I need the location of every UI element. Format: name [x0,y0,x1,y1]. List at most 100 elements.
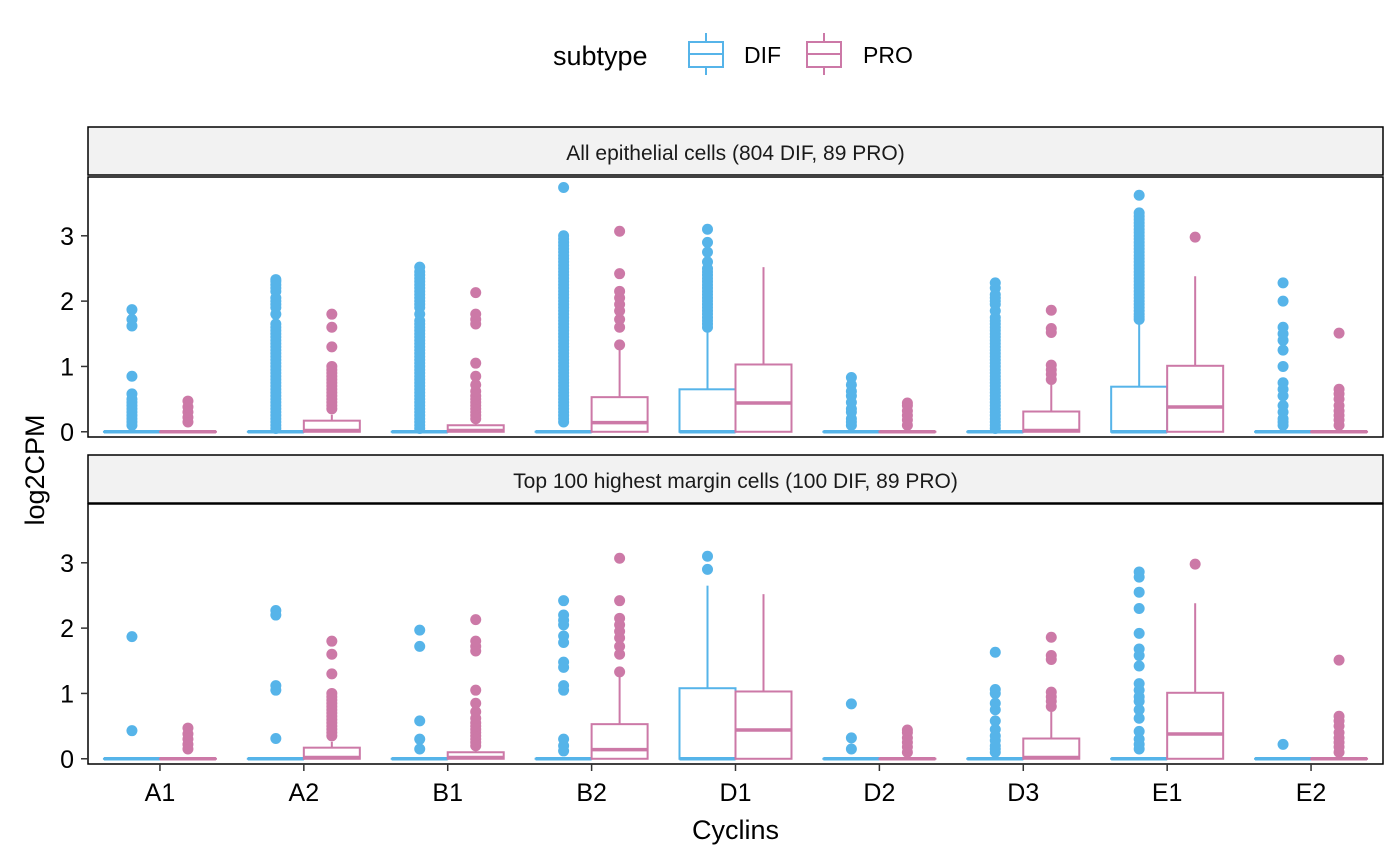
outlier-point [1277,277,1289,289]
outlier-point [614,595,626,607]
outlier-point [1133,566,1145,578]
outlier-point [614,612,626,624]
outlier-point [1277,295,1289,307]
box-body [734,363,793,433]
box-pro-b2 [590,225,649,433]
box-dif-e2 [1254,738,1313,761]
box-dif-b2 [534,181,593,434]
x-tick-label: D3 [1007,779,1039,807]
box-pro-e2 [1310,654,1369,761]
outlier-point [326,341,338,353]
outlier-point [614,640,626,652]
outlier-point [470,697,482,709]
x-tick-label: A1 [145,779,176,807]
x-tick-label: D1 [720,779,752,807]
outlier-point [326,321,338,333]
outlier-point [326,668,338,680]
outlier-point [470,379,482,391]
outlier-point [702,236,713,248]
outlier-point [989,723,1001,735]
outlier-point [126,388,138,400]
outlier-point [126,313,138,325]
panel-1-y-axis: 0 1 2 3 [60,223,88,447]
box-dif-a1 [102,304,161,434]
outlier-point [1133,660,1145,672]
box-dif-d1 [678,550,737,761]
box-dif-d3 [966,646,1025,761]
outlier-point [614,268,626,280]
outlier-point [989,684,1001,696]
x-axis-title: Cyclins [692,815,779,845]
box-dif-e1 [1110,189,1169,434]
outlier-point [326,360,338,372]
outlier-point [1133,704,1145,716]
outlier-point [901,724,913,736]
outlier-point [845,372,857,384]
panel-2-y-axis: 0 1 2 3 [60,550,88,774]
outlier-point [270,680,282,692]
outlier-point [558,230,570,242]
outlier-point [1045,631,1057,643]
legend-label-dif: DIF [744,42,781,68]
outlier-point [989,277,1001,289]
outlier-point [1277,344,1289,356]
outlier-point [1189,231,1201,243]
y-tick-label: 2 [60,615,74,643]
outlier-point [702,256,713,268]
y-tick-label: 1 [60,353,74,381]
box-pro-a1 [158,395,217,434]
outlier-point [1045,323,1057,335]
box-body [590,723,649,760]
outlier-point [614,648,626,660]
outlier-point [1045,650,1057,662]
outlier-point [470,706,482,718]
outlier-point [414,261,426,273]
y-tick-label: 2 [60,288,74,316]
outlier-point [1045,359,1057,371]
outlier-point [558,609,570,621]
outlier-point [901,397,913,409]
box-pro-d1 [734,267,793,433]
outlier-point [614,321,626,333]
outlier-point [558,630,570,642]
x-tick-label: A2 [289,779,320,807]
outlier-point [1277,377,1289,389]
outlier-point [470,370,482,382]
outlier-point [558,733,570,745]
x-tick-label: E1 [1152,779,1183,807]
outlier-point [614,552,626,564]
box-pro-e1 [1166,231,1225,433]
outlier-point [989,646,1001,658]
box-pro-a2 [302,635,361,760]
outlier-point [614,225,626,237]
outlier-point [1045,686,1057,698]
box-dif-a2 [246,604,305,761]
legend-title: subtype [553,41,648,71]
box-dif-b2 [534,595,593,761]
box-dif-a2 [246,274,305,435]
outlier-point [614,285,626,297]
box-pro-e2 [1310,327,1369,434]
outlier-point [414,624,426,636]
outlier-point [1277,738,1289,750]
outlier-point [414,640,426,652]
box-pro-d1 [734,594,793,760]
outlier-point [1333,654,1345,666]
y-tick-label: 3 [60,550,74,578]
outlier-point [1133,586,1145,598]
outlier-point [470,287,482,299]
outlier-point [126,304,138,316]
panel-2-plot-area [102,550,1369,761]
box-dif-d2 [822,698,881,761]
outlier-point [126,631,138,643]
legend-label-pro: PRO [863,42,913,68]
outlier-point [845,732,857,744]
outlier-point [1133,189,1145,201]
outlier-point [989,697,1001,709]
outlier-point [414,743,426,755]
box-dif-e2 [1254,277,1313,434]
panel-1-strip: All epithelial cells (804 DIF, 89 PRO) [87,126,1384,176]
box-pro-d2 [878,724,937,761]
y-axis-title: log2CPM [20,414,50,525]
x-axis: A1 A2 B1 B2 D1 D2 D3 E1 E2 [145,764,1326,807]
